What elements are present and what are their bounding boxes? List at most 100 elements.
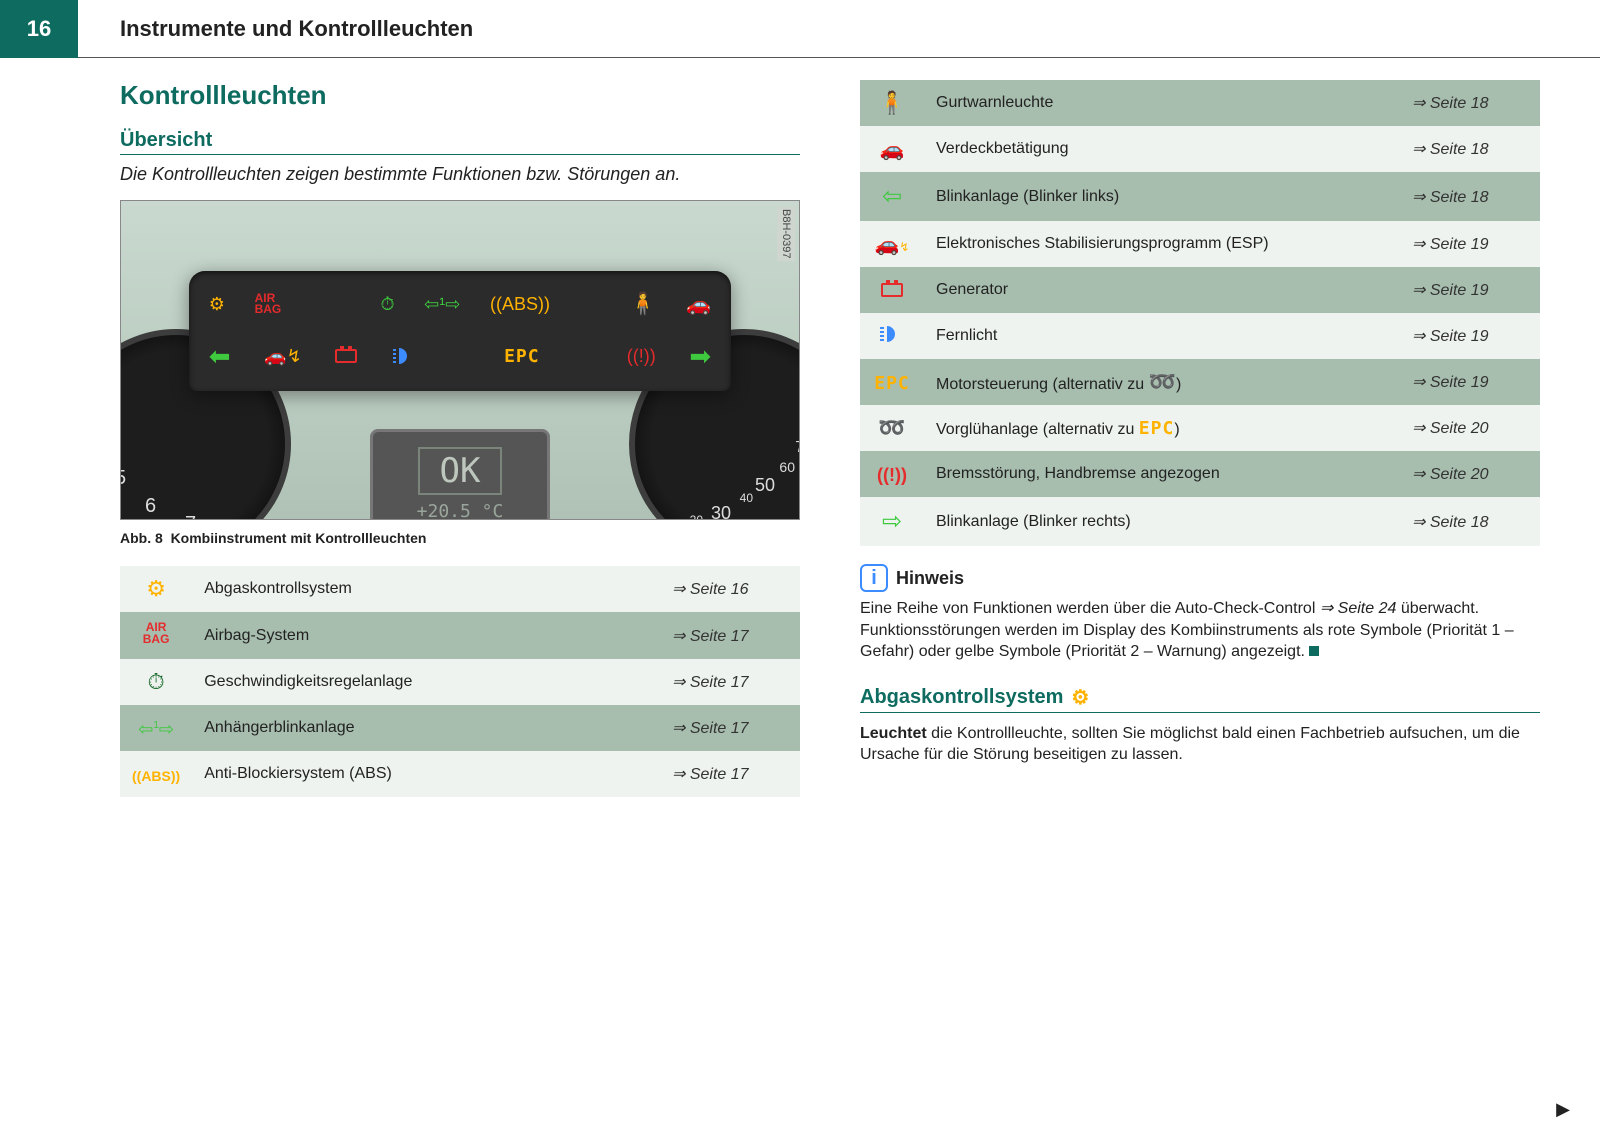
abgas-heading: Abgaskontrollsystem ⚙ <box>860 685 1540 713</box>
right-column: 🧍GurtwarnleuchteSeite 18🚗Verdeckbetätigu… <box>860 80 1540 1125</box>
epc-icon: EPC <box>504 346 540 367</box>
battery-icon <box>335 349 357 363</box>
center-display: OK +20.5 °C 0.0 L /100km <box>370 429 550 520</box>
abs-icon: ((ABS)) <box>490 294 550 315</box>
seatbelt-icon: 🧍 <box>860 80 924 126</box>
figure-code: B8H-0397 <box>777 207 795 261</box>
indicator-label: Gurtwarnleuchte <box>924 80 1400 126</box>
brake-icon: ((!)) <box>860 451 924 497</box>
indicator-label: Verdeckbetätigung <box>924 126 1400 172</box>
subsection-title: Übersicht <box>120 129 800 155</box>
page-reference: Seite 19 <box>1400 221 1540 267</box>
indicator-row: ((!))Bremsstörung, Handbremse angezogenS… <box>860 451 1540 497</box>
indicator-label: Blinkanlage (Blinker links) <box>924 172 1400 221</box>
indicator-row: 🚗↯Elektronisches Stabilisierungsprogramm… <box>860 221 1540 267</box>
esp-icon: 🚗↯ <box>860 221 924 267</box>
battery-icon <box>860 267 924 313</box>
indicator-label: Geschwindigkeitsregelanlage <box>192 659 660 705</box>
display-temp: +20.5 °C <box>417 501 504 520</box>
indicator-label: Motorsteuerung (alternativ zu ➿) <box>924 359 1400 405</box>
page-reference: Seite 19 <box>1400 359 1540 405</box>
indicator-label: Vorglühanlage (alternativ zu EPC) <box>924 405 1400 451</box>
airbag-icon: AIRBAG <box>120 612 192 658</box>
header-bar: Instrumente und Kontrollleuchten <box>78 0 1600 58</box>
indicator-row: AIRBAGAirbag-SystemSeite 17 <box>120 612 800 658</box>
indicator-table-right: 🧍GurtwarnleuchteSeite 18🚗Verdeckbetätigu… <box>860 80 1540 546</box>
left-icon: ⇦ <box>860 172 924 221</box>
figure-caption: Abb. 8 Kombiinstrument mit Kontrollleuch… <box>120 530 800 546</box>
indicator-table-left: ⚙AbgaskontrollsystemSeite 16AIRBAGAirbag… <box>120 566 800 796</box>
left-column: Kontrollleuchten Übersicht Die Kontrolll… <box>120 80 800 1125</box>
end-marker <box>1309 646 1319 656</box>
page-reference: Seite 18 <box>1400 80 1540 126</box>
page-reference: Seite 20 <box>1400 405 1540 451</box>
indicator-row: GeneratorSeite 19 <box>860 267 1540 313</box>
right-icon: ⇨ <box>860 497 924 546</box>
warning-light-panel: ⚙ AIRBAG ⏱ ⇦¹⇨ ((ABS)) 🧍 🚗 ⬅ 🚗↯ <box>189 271 731 391</box>
seatbelt-icon: 🧍 <box>629 291 656 317</box>
indicator-row: ⏱GeschwindigkeitsregelanlageSeite 17 <box>120 659 800 705</box>
display-ok: OK <box>418 447 503 495</box>
page-reference: Seite 17 <box>660 751 800 797</box>
note-box: i Hinweis Eine Reihe von Funktionen werd… <box>860 564 1540 663</box>
indicator-label: Abgaskontrollsystem <box>192 566 660 612</box>
page-number-tab: 16 <box>0 0 78 58</box>
page-reference: Seite 17 <box>660 612 800 658</box>
trailer-blink-icon: ⇦¹⇨ <box>424 294 460 315</box>
page-content: Kontrollleuchten Übersicht Die Kontrolll… <box>120 80 1540 1125</box>
indicator-label: Anti-Blockiersystem (ABS) <box>192 751 660 797</box>
indicator-row: EPCMotorsteuerung (alternativ zu ➿)Seite… <box>860 359 1540 405</box>
abs-icon: ((ABS)) <box>120 751 192 797</box>
indicator-row: ⇨Blinkanlage (Blinker rechts)Seite 18 <box>860 497 1540 546</box>
indicator-row: ⇦Blinkanlage (Blinker links)Seite 18 <box>860 172 1540 221</box>
indicator-row: 🚗VerdeckbetätigungSeite 18 <box>860 126 1540 172</box>
engine-icon: ⚙ <box>1071 685 1089 710</box>
indicator-row: ➿Vorglühanlage (alternativ zu EPC)Seite … <box>860 405 1540 451</box>
brake-icon: ((!)) <box>627 346 656 367</box>
page-reference: Seite 17 <box>660 659 800 705</box>
indicator-label: Fernlicht <box>924 313 1400 359</box>
section-title: Kontrollleuchten <box>120 80 800 111</box>
airbag-icon: AIRBAG <box>255 293 282 315</box>
page-reference: Seite 19 <box>1400 313 1540 359</box>
indicator-row: ((ABS))Anti-Blockiersystem (ABS)Seite 17 <box>120 751 800 797</box>
page-reference: Seite 19 <box>1400 267 1540 313</box>
page-reference: Seite 16 <box>660 566 800 612</box>
convertible-icon: 🚗 <box>860 126 924 172</box>
epc-icon: EPC <box>860 359 924 405</box>
cruise-icon: ⏱ <box>120 659 192 705</box>
page-reference: Seite 18 <box>1400 126 1540 172</box>
page-reference: Seite 18 <box>1400 172 1540 221</box>
glow-icon: ➿ <box>860 405 924 451</box>
esp-icon: 🚗↯ <box>264 346 302 367</box>
note-title: Hinweis <box>896 568 964 589</box>
highbeam-icon <box>860 313 924 359</box>
abgas-body: Leuchtet die Kontrollleuchte, sollten Si… <box>860 723 1540 766</box>
indicator-label: Bremsstörung, Handbremse angezogen <box>924 451 1400 497</box>
note-body: Eine Reihe von Funktionen werden über di… <box>860 598 1540 663</box>
indicator-label: Elektronisches Stabilisierungsprogramm (… <box>924 221 1400 267</box>
left-turn-icon: ⬅ <box>209 341 231 372</box>
continue-arrow-icon: ▶ <box>1556 1099 1570 1120</box>
indicator-label: Generator <box>924 267 1400 313</box>
trailer-icon: ⇦1⇨ <box>120 705 192 751</box>
page-reference: Seite 18 <box>1400 497 1540 546</box>
indicator-label: Blinkanlage (Blinker rechts) <box>924 497 1400 546</box>
indicator-row: FernlichtSeite 19 <box>860 313 1540 359</box>
indicator-label: Airbag-System <box>192 612 660 658</box>
chapter-title: Instrumente und Kontrollleuchten <box>120 16 473 42</box>
info-icon: i <box>860 564 888 592</box>
page-reference: Seite 17 <box>660 705 800 751</box>
indicator-row: 🧍GurtwarnleuchteSeite 18 <box>860 80 1540 126</box>
convertible-icon: 🚗 <box>686 292 711 317</box>
highbeam-icon <box>391 347 417 365</box>
engine-icon: ⚙ <box>120 566 192 612</box>
engine-icon: ⚙ <box>209 294 225 315</box>
indicator-row: ⚙AbgaskontrollsystemSeite 16 <box>120 566 800 612</box>
dashboard-figure: B8H-0397 0 5 6 7 80 70 60 50 40 30 20 ⚙ … <box>120 200 800 520</box>
indicator-row: ⇦1⇨AnhängerblinkanlageSeite 17 <box>120 705 800 751</box>
intro-text: Die Kontrollleuchten zeigen bestimmte Fu… <box>120 163 800 186</box>
cruise-icon: ⏱ <box>380 294 394 315</box>
indicator-label: Anhängerblinkanlage <box>192 705 660 751</box>
page-reference: Seite 20 <box>1400 451 1540 497</box>
